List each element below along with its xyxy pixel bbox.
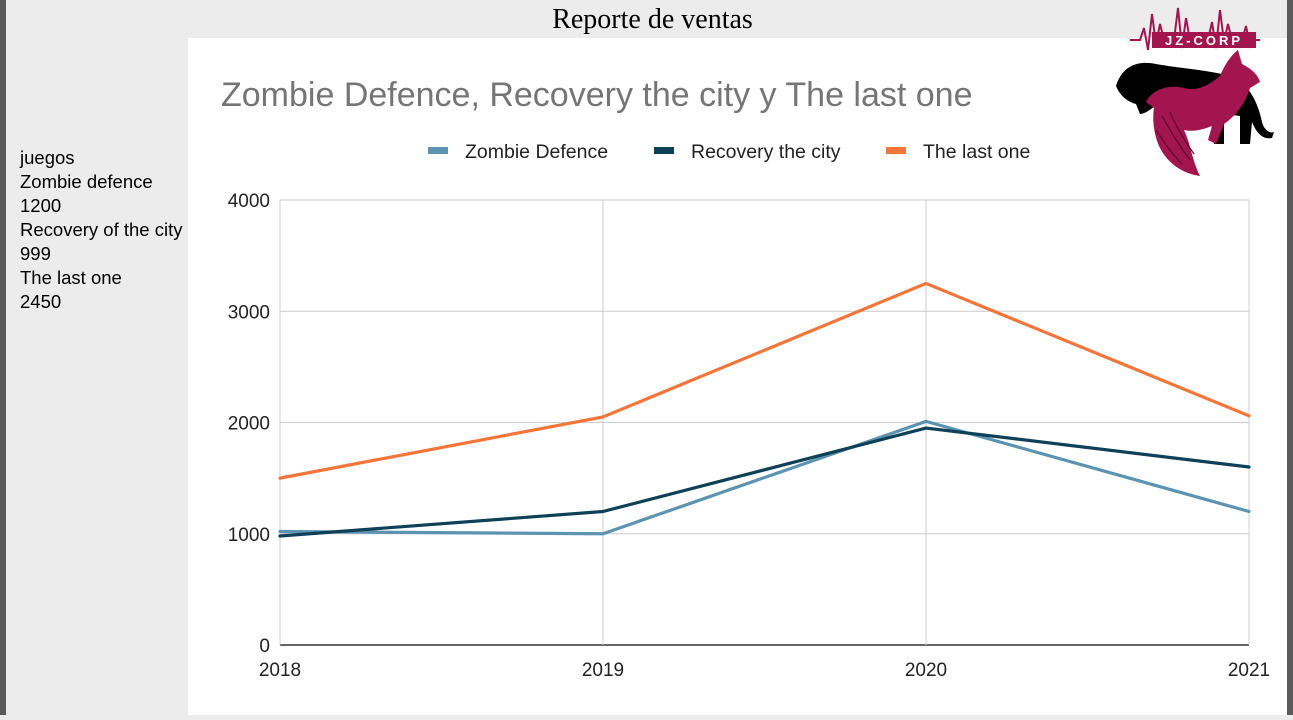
legend-swatch xyxy=(654,147,674,154)
legend-swatch xyxy=(428,147,448,154)
series-line xyxy=(278,419,1251,536)
x-tick-label: 2021 xyxy=(1228,660,1270,681)
window-frame-right xyxy=(1287,0,1293,715)
y-tick-label: 2000 xyxy=(228,414,270,435)
sidebar-line: 999 xyxy=(20,243,51,264)
x-tick-label: 2018 xyxy=(259,660,301,681)
y-tick-label: 0 xyxy=(259,636,270,657)
chart-card: Zombie Defence, Recovery the city y The … xyxy=(188,38,1287,715)
jz-corp-logo: JZ-CORP xyxy=(1116,7,1274,176)
sidebar-line: 2450 xyxy=(20,291,62,312)
chart-axis-labels: 0 1000 2000 3000 4000 2018 2019 2020 2021 xyxy=(228,191,1270,681)
y-tick-label: 1000 xyxy=(228,525,270,546)
chart-lines xyxy=(278,281,1251,538)
legend-label: Recovery the city xyxy=(691,141,841,163)
chart-legend: Zombie Defence Recovery the city The last … xyxy=(428,141,1030,163)
page-title: Reporte de ventas xyxy=(552,4,753,35)
logo-text: JZ-CORP xyxy=(1165,33,1243,48)
legend-label: Zombie Defence xyxy=(465,141,608,163)
y-tick-label: 3000 xyxy=(228,302,270,323)
x-tick-label: 2020 xyxy=(905,660,947,681)
sidebar-line: Recovery of the city xyxy=(20,219,183,240)
series-line xyxy=(278,281,1251,480)
x-tick-label: 2019 xyxy=(582,660,624,681)
y-tick-label: 4000 xyxy=(228,191,270,212)
chart-grid xyxy=(279,199,1250,646)
sidebar-line: 1200 xyxy=(20,195,62,216)
line-chart: Zombie Defence, Recovery the city y The … xyxy=(221,76,1270,681)
series-line xyxy=(278,426,1251,538)
sidebar-data-list: juegos Zombie defence 1200 Recovery of t… xyxy=(20,146,182,314)
sidebar-line: Zombie defence xyxy=(20,171,153,192)
sidebar-line: The last one xyxy=(20,267,122,288)
window-frame-left xyxy=(0,0,6,715)
chart-title: Zombie Defence, Recovery the city y The … xyxy=(221,76,973,114)
sidebar-line: juegos xyxy=(20,147,75,168)
legend-swatch xyxy=(886,147,906,154)
legend-label: The last one xyxy=(923,141,1030,163)
